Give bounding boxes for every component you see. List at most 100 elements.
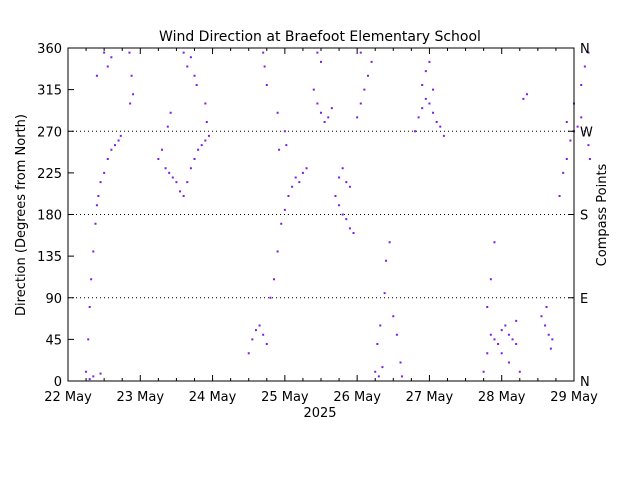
data-point	[168, 171, 171, 174]
data-point	[379, 324, 382, 327]
data-point	[383, 292, 386, 295]
data-point	[316, 51, 319, 54]
data-point	[544, 324, 547, 327]
y-tick-label-315: 315	[37, 84, 62, 99]
data-point	[576, 125, 579, 128]
data-point	[497, 343, 500, 345]
y-tick-label-0: 0	[54, 375, 62, 390]
data-point	[432, 111, 435, 114]
data-point	[428, 102, 431, 105]
data-point	[204, 102, 207, 105]
data-point	[95, 74, 98, 77]
data-point	[294, 176, 297, 179]
compass-label-2: S	[580, 209, 588, 224]
data-point	[388, 241, 391, 244]
data-point	[200, 144, 203, 147]
data-point	[182, 195, 185, 197]
data-point	[549, 347, 552, 350]
data-point	[92, 250, 95, 253]
gridlines	[68, 130, 574, 299]
data-point	[263, 65, 266, 68]
data-point	[186, 65, 189, 68]
data-point	[164, 167, 167, 170]
x-tick-label-5: 27 May	[406, 390, 454, 405]
data-point	[359, 51, 362, 54]
data-point	[129, 102, 132, 105]
data-point	[110, 148, 113, 151]
data-point	[106, 65, 109, 68]
data-point	[540, 315, 543, 318]
data-point	[547, 333, 550, 336]
data-point	[417, 116, 420, 119]
data-point	[551, 338, 554, 341]
compass-label-4: N	[580, 42, 590, 57]
data-point	[395, 333, 398, 336]
data-point	[247, 352, 250, 355]
data-point	[265, 343, 268, 345]
data-point	[421, 84, 424, 86]
data-point	[486, 352, 489, 355]
data-point	[442, 134, 445, 137]
data-point	[385, 259, 388, 262]
data-point	[103, 51, 106, 54]
data-point	[285, 144, 288, 147]
data-point	[562, 171, 565, 174]
data-point	[515, 319, 518, 322]
data-point	[580, 84, 583, 86]
data-point	[204, 139, 207, 142]
data-point	[251, 338, 254, 341]
data-point	[345, 181, 348, 184]
y-tick-label-270: 270	[37, 125, 62, 140]
data-point	[283, 208, 286, 211]
y-axis-label: Direction (Degrees from North)	[14, 114, 29, 316]
data-point	[280, 222, 283, 225]
data-point	[273, 278, 276, 281]
data-point	[356, 116, 359, 119]
data-point	[428, 60, 431, 63]
data-point	[189, 167, 192, 170]
data-point	[504, 324, 507, 327]
data-point	[345, 218, 348, 221]
data-point	[99, 372, 102, 375]
data-point	[341, 167, 344, 170]
data-point	[316, 102, 319, 105]
data-point	[193, 158, 196, 160]
data-point	[348, 227, 351, 230]
x-axis-label: 2025	[303, 406, 336, 421]
data-point	[341, 213, 344, 216]
data-point	[507, 361, 510, 364]
data-point	[381, 366, 384, 369]
data-point	[439, 125, 442, 128]
data-point	[94, 222, 97, 225]
data-point	[88, 306, 91, 308]
data-point	[276, 250, 279, 253]
data-point	[558, 195, 561, 197]
x-tick-label-4: 26 May	[333, 390, 381, 405]
data-point	[327, 116, 330, 119]
data-point	[269, 296, 272, 299]
y-tick-label-135: 135	[37, 250, 62, 265]
data-point	[301, 171, 304, 174]
data-point	[583, 130, 586, 133]
data-point	[88, 378, 91, 381]
data-point	[262, 51, 265, 54]
data-point	[106, 158, 109, 160]
data-points	[85, 51, 591, 381]
data-point	[352, 232, 355, 234]
data-point	[97, 195, 100, 197]
data-point	[130, 74, 133, 77]
data-point	[399, 361, 402, 364]
data-point	[587, 51, 590, 54]
y-tick-label-180: 180	[37, 209, 62, 224]
data-point	[359, 102, 362, 105]
data-point	[99, 181, 102, 184]
data-point	[500, 329, 503, 332]
data-point	[374, 370, 377, 373]
data-point	[182, 51, 185, 54]
data-point	[421, 107, 424, 110]
data-point	[132, 93, 135, 96]
data-point	[338, 204, 341, 207]
y-tick-label-360: 360	[37, 42, 62, 57]
data-point	[515, 343, 518, 345]
